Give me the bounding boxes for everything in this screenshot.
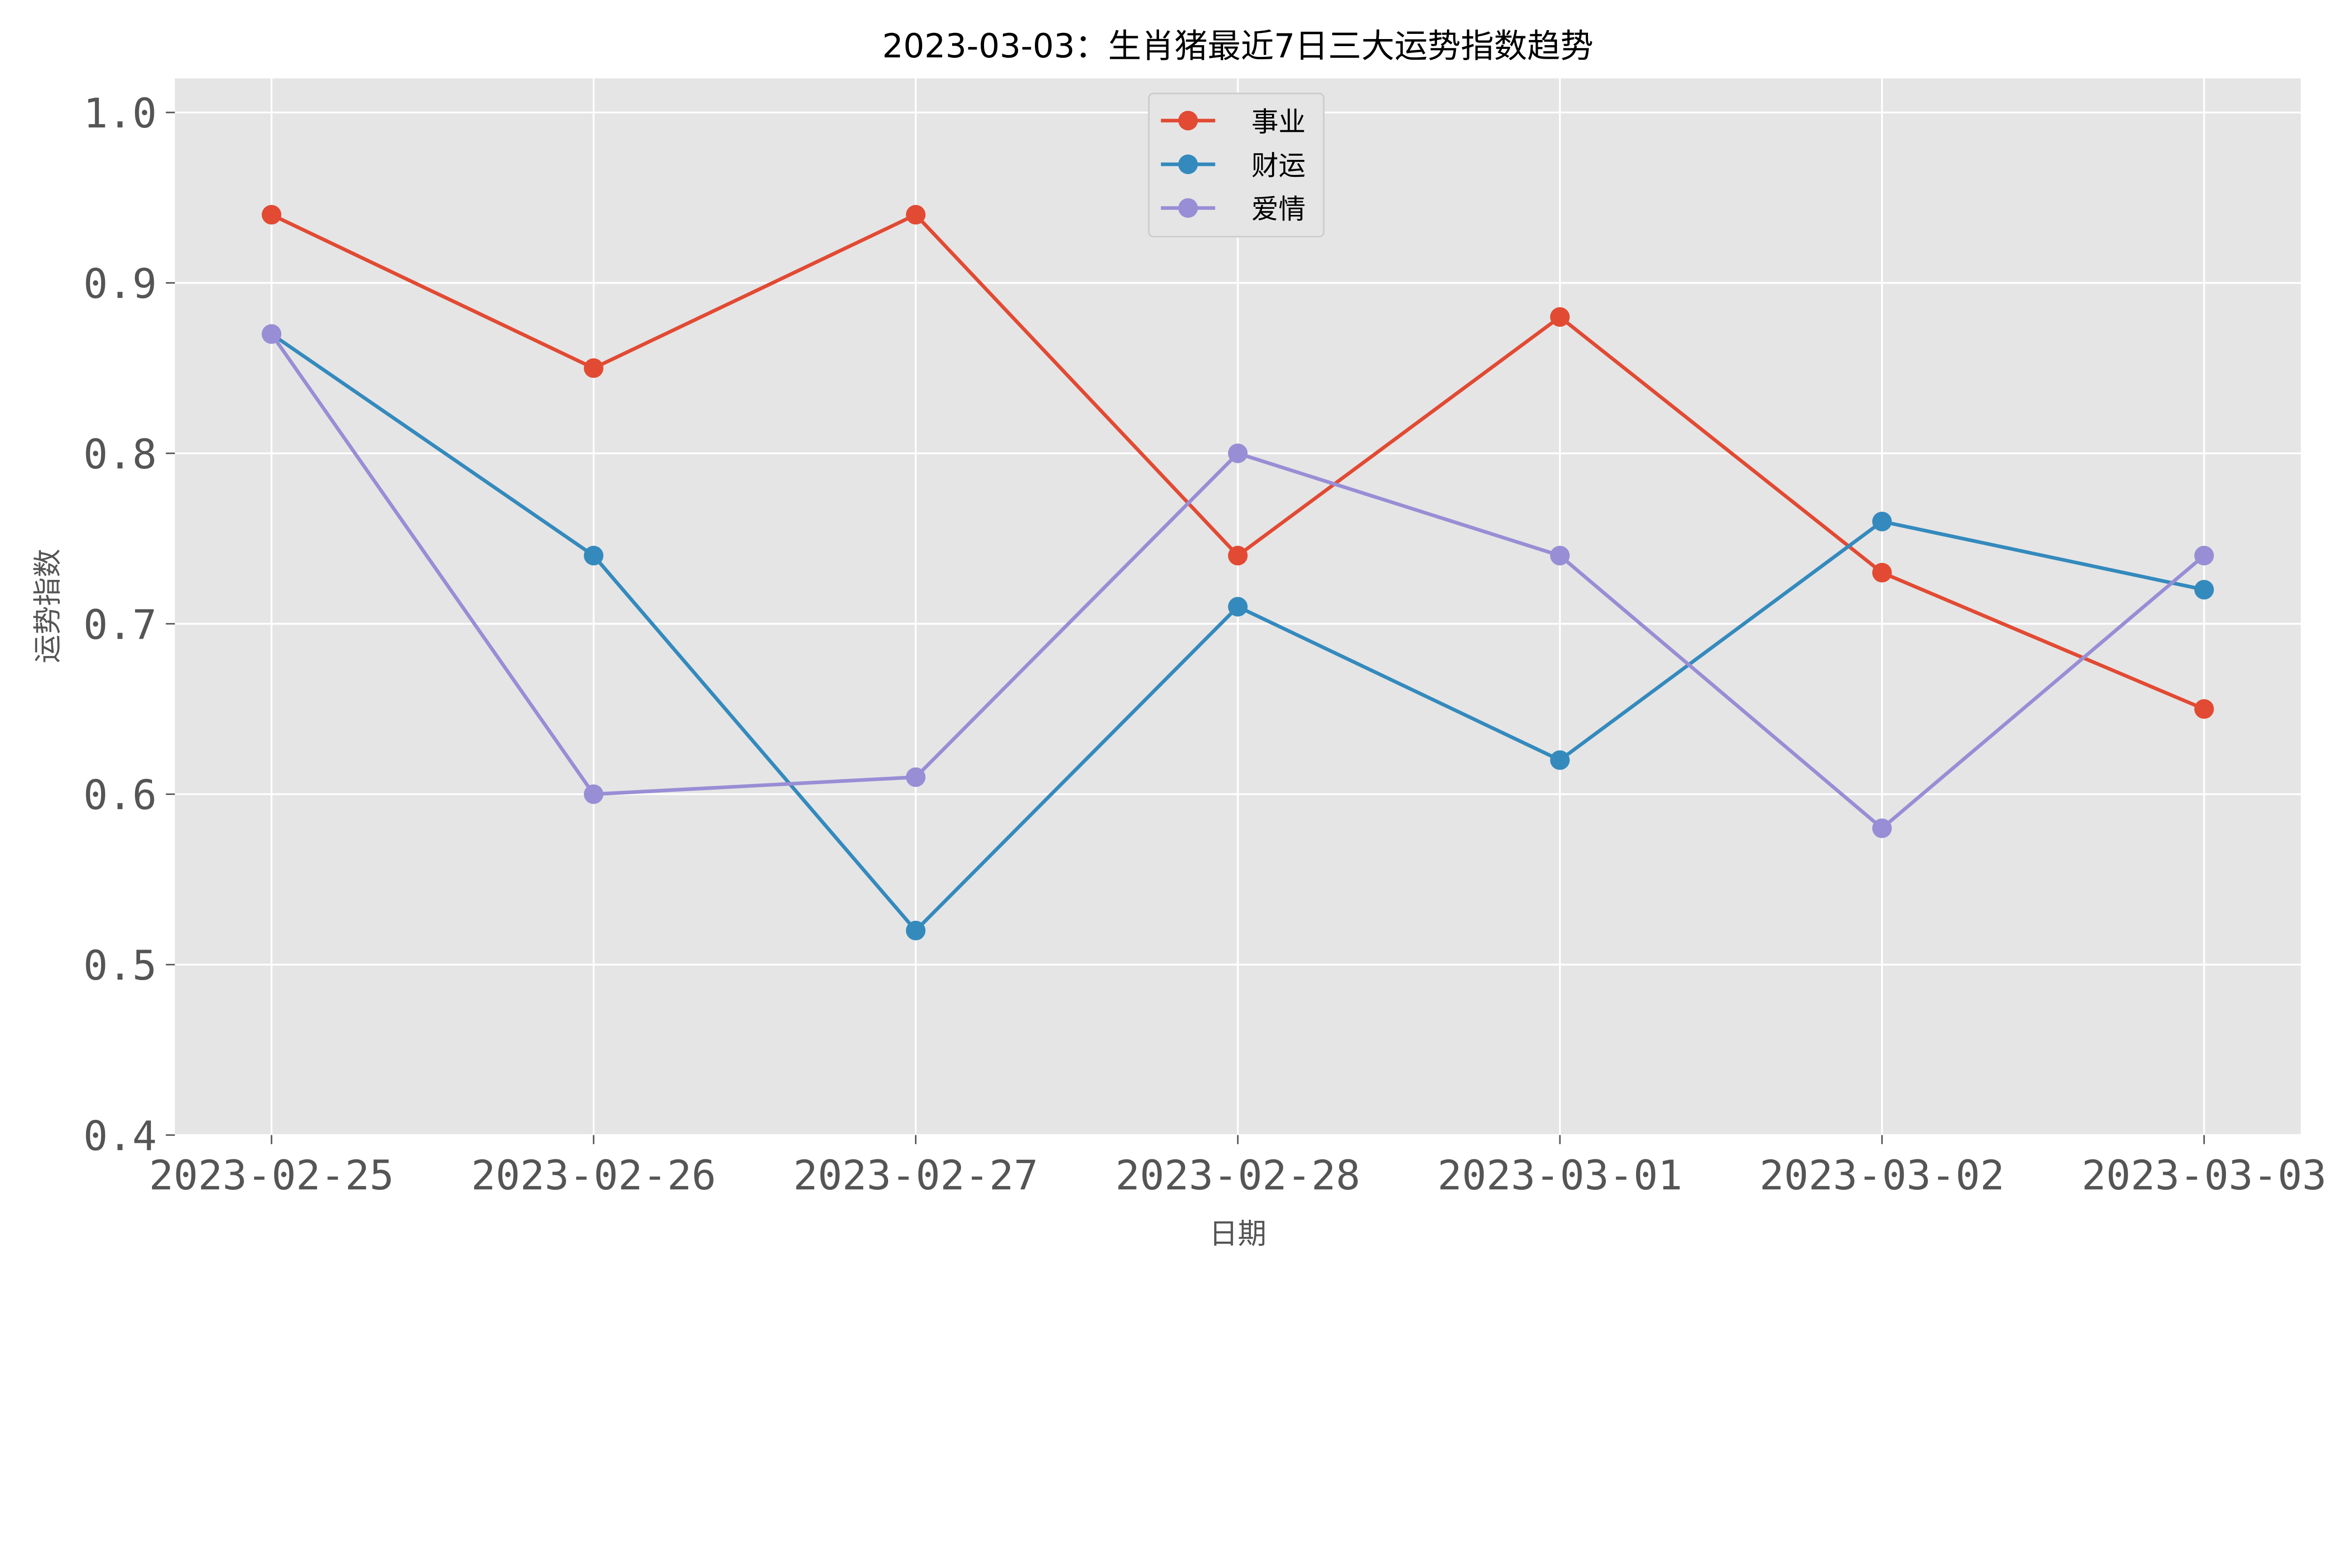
line-chart: 0.40.50.60.70.80.91.0 2023-02-25 2023-02-…: [31, 27, 2327, 1251]
y-ticks: 0.4 0.5 0.6 0.7 0.8 0.9 1.0: [83, 90, 175, 1160]
x-tick-label: 2023-03-02: [1759, 1152, 2004, 1199]
y-tick-label: 0.4: [83, 1113, 157, 1160]
x-tick-label: 2023-03-01: [1438, 1152, 1683, 1199]
series-lines: [262, 205, 2214, 941]
x-tick-label: 2023-02-27: [793, 1152, 1038, 1199]
data-point: [2194, 699, 2214, 719]
y-tick-label: 1.0: [83, 90, 157, 137]
y-tick-label: 0.5: [83, 942, 157, 990]
data-point: [1228, 443, 1248, 463]
data-point: [906, 205, 926, 225]
data-point: [584, 784, 604, 804]
data-point: [1550, 307, 1570, 327]
data-point: [1550, 750, 1570, 770]
data-point: [2194, 546, 2214, 566]
x-tick-label: 2023-02-28: [1115, 1152, 1360, 1199]
data-point: [1550, 546, 1570, 566]
y-tick-label: 0.6: [83, 772, 157, 819]
legend-label: 爱情: [1251, 193, 1305, 225]
y-tick-label: 0.9: [83, 261, 157, 308]
legend-marker: [1178, 198, 1198, 218]
data-point: [906, 920, 926, 941]
legend-marker: [1178, 154, 1198, 174]
x-tick-label: 2023-02-26: [471, 1152, 716, 1199]
legend-label: 事业: [1251, 106, 1305, 138]
y-tick-label: 0.8: [83, 431, 157, 478]
x-ticks: 2023-02-25 2023-02-26 2023-02-27 2023-02-28…: [149, 1135, 2327, 1199]
data-point: [1872, 818, 1892, 838]
chart-title: 2023-03-03：生肖猪最近7日三大运势指数趋势: [882, 27, 1593, 65]
legend-marker: [1178, 111, 1198, 131]
data-point: [1228, 546, 1248, 566]
data-point: [906, 767, 926, 787]
y-tick-label: 0.7: [83, 602, 157, 649]
x-axis-label: 日期: [1209, 1217, 1267, 1251]
data-point: [262, 205, 282, 225]
data-point: [1872, 562, 1892, 583]
data-point: [2194, 579, 2214, 600]
data-point: [1228, 597, 1248, 617]
data-point: [584, 546, 604, 566]
legend-label: 财运: [1251, 150, 1305, 182]
x-tick-label: 2023-02-25: [149, 1152, 394, 1199]
data-point: [1872, 512, 1892, 531]
x-tick-label: 2023-03-03: [2082, 1152, 2327, 1199]
data-point: [262, 324, 282, 344]
y-axis-label: 运势指数: [31, 549, 64, 663]
data-point: [584, 358, 604, 378]
